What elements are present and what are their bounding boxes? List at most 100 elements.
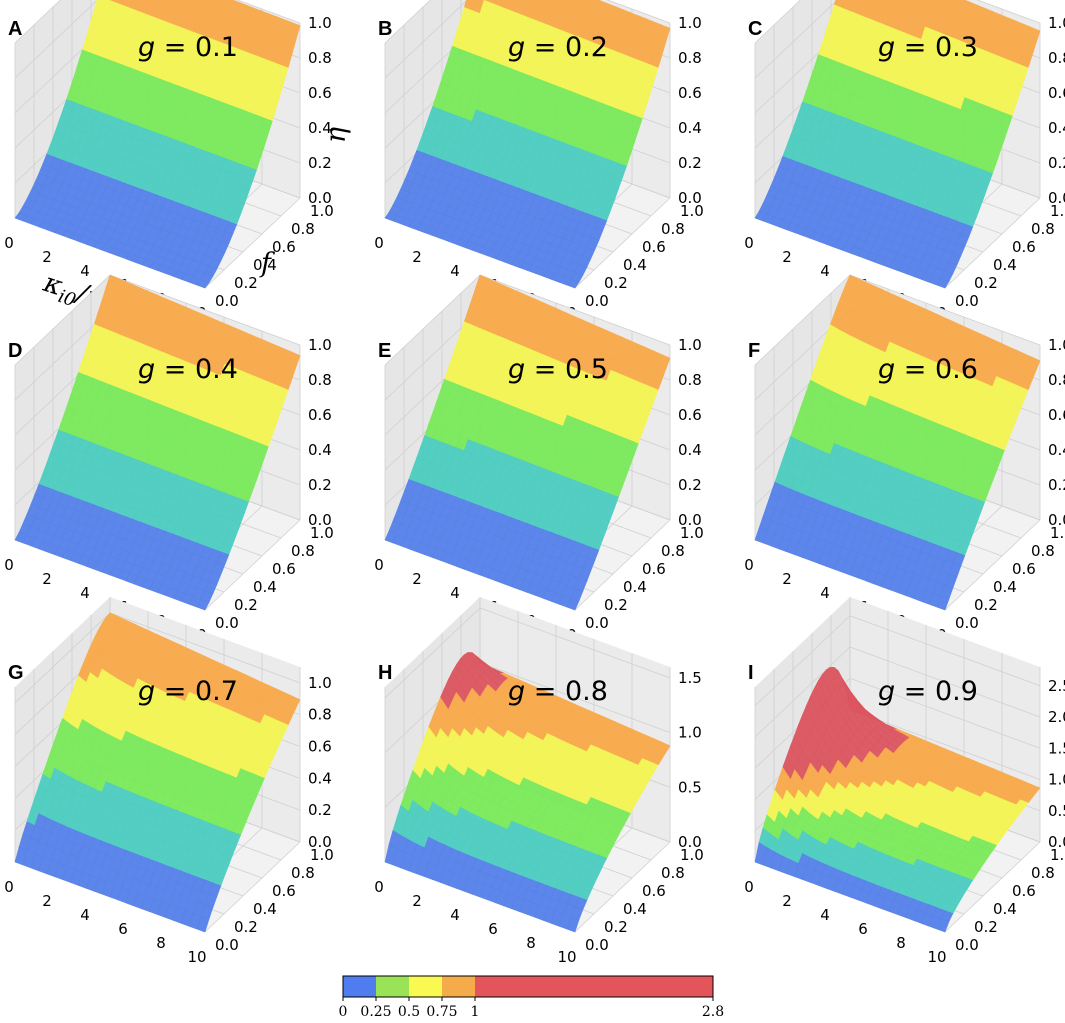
grid-line [754, 0, 838, 79]
z-tick-label: 0.4 [678, 441, 702, 459]
y-tick-label: 0.4 [253, 578, 277, 596]
z-tick-label: 0.8 [308, 371, 332, 389]
y-tick-label: 0.4 [993, 578, 1017, 596]
panels-layer: Ag = 0.102468100.00.20.40.60.81.00.00.20… [4, 0, 1065, 966]
z-tick-label: 0.2 [308, 801, 332, 819]
y-tick-label: 0.8 [1031, 542, 1055, 560]
title-eq: = [155, 676, 195, 707]
y-tick-label: 0.2 [974, 274, 998, 292]
z-axis-label: η [321, 127, 352, 143]
x-tick-label: 4 [450, 262, 460, 280]
y-tick-label: 0.0 [215, 614, 239, 632]
z-tick-label: 0.6 [678, 84, 702, 102]
title-value: 0.3 [935, 32, 978, 63]
z-tick-label: 0.6 [1048, 406, 1065, 424]
y-tick-label: 0.6 [272, 560, 296, 578]
z-tick-label: 0.4 [308, 441, 332, 459]
y-tick-label: 0.8 [291, 220, 315, 238]
y-tick-label: 0.6 [272, 238, 296, 256]
x-tick-label: 4 [820, 584, 830, 602]
z-tick-label: 1.0 [308, 674, 332, 692]
title-eq: = [155, 32, 195, 63]
z-tick-label: 0.2 [678, 476, 702, 494]
y-tick-label: 0.0 [955, 614, 979, 632]
z-tick-label: 0.6 [678, 406, 702, 424]
z-tick-label: 0.0 [1048, 511, 1065, 529]
z-tick-label: 0.8 [1048, 49, 1065, 67]
y-tick-label: 0.2 [604, 274, 628, 292]
x-tick-label: 4 [80, 262, 90, 280]
surface [14, 0, 301, 289]
panel-title: g = 0.6 [878, 354, 978, 385]
title-var: g [878, 354, 895, 385]
y-tick-label: 0.4 [993, 256, 1017, 274]
y-tick-label: 0.6 [1012, 560, 1036, 578]
y-tick-label: 0.2 [234, 274, 258, 292]
grid-line [384, 0, 468, 79]
z-tick-label: 0.2 [308, 154, 332, 172]
x-tick-label: 0 [744, 234, 754, 252]
z-tick-label: 1.0 [308, 14, 332, 32]
z-tick-label: 1.0 [1048, 14, 1065, 32]
y-tick-label: 0.4 [253, 256, 277, 274]
x-tick-label: 0 [374, 556, 384, 574]
title-value: 0.1 [195, 32, 238, 63]
panel-d: Dg = 0.402468100.00.20.40.60.81.00.00.20… [4, 274, 334, 644]
panel-title: g = 0.3 [878, 32, 978, 63]
x-tick-label: 4 [80, 584, 90, 602]
z-tick-label: 0.6 [308, 738, 332, 756]
panel-b: Bg = 0.202468100.00.20.40.60.81.00.00.20… [374, 0, 704, 322]
panel-title: g = 0.5 [508, 354, 608, 385]
x-tick-label: 0 [4, 234, 14, 252]
y-tick-label: 0.4 [623, 256, 647, 274]
title-value: 0.4 [195, 354, 238, 385]
y-tick-label: 0.8 [661, 220, 685, 238]
panel-title: g = 0.7 [138, 676, 238, 707]
y-tick-label: 0.6 [272, 882, 296, 900]
grid-line [384, 0, 431, 44]
y-tick-label: 0.2 [234, 918, 258, 936]
panel-a: Ag = 0.102468100.00.20.40.60.81.00.00.20… [4, 0, 352, 328]
grid-line [976, 0, 1041, 24]
z-tick-label: 1.0 [308, 336, 332, 354]
y-tick-label: 0.0 [585, 292, 609, 310]
panel-title: g = 0.4 [138, 354, 238, 385]
grid-line [606, 0, 671, 24]
surface [384, 0, 671, 289]
title-var: g [878, 32, 895, 63]
title-var: g [138, 676, 155, 707]
title-eq: = [525, 32, 565, 63]
z-tick-label: 0.0 [1048, 189, 1065, 207]
y-tick-label: 0.2 [234, 596, 258, 614]
y-tick-label: 0.8 [661, 542, 685, 560]
grid-line [574, 197, 671, 289]
title-value: 0.7 [195, 676, 238, 707]
z-tick-label: 0.6 [308, 84, 332, 102]
y-tick-label: 0.0 [955, 292, 979, 310]
panel-e: Eg = 0.502468100.00.20.40.60.81.00.00.20… [374, 274, 704, 644]
z-tick-label: 0.0 [308, 833, 332, 851]
z-tick-label: 0.0 [308, 189, 332, 207]
y-tick-label: 1.0 [680, 202, 704, 220]
panel-label: F [748, 340, 760, 362]
panel-g: Gg = 0.702468100.00.20.40.60.81.00.00.20… [4, 597, 334, 966]
x-tick-label: 0 [4, 878, 14, 896]
z-tick-label: 0.6 [1048, 84, 1065, 102]
z-tick-label: 0.8 [678, 49, 702, 67]
title-value: 0.5 [565, 354, 608, 385]
title-value: 0.2 [565, 32, 608, 63]
x-tick-label: 10 [187, 948, 206, 966]
y-tick-label: 0.6 [642, 238, 666, 256]
x-tick-label: 2 [42, 248, 52, 266]
title-var: g [508, 32, 525, 63]
title-eq: = [525, 354, 565, 385]
panel-f: Fg = 0.602468100.00.20.40.60.81.00.00.20… [744, 274, 1065, 644]
surface-patch [196, 279, 210, 289]
z-tick-label: 0.4 [308, 769, 332, 787]
z-tick-label: 0.2 [678, 154, 702, 172]
panel-label: B [378, 18, 392, 40]
grid-line [14, 0, 61, 44]
panel-label: E [378, 340, 391, 362]
z-tick-label: 0.8 [1048, 371, 1065, 389]
z-tick-label: 0.0 [678, 189, 702, 207]
